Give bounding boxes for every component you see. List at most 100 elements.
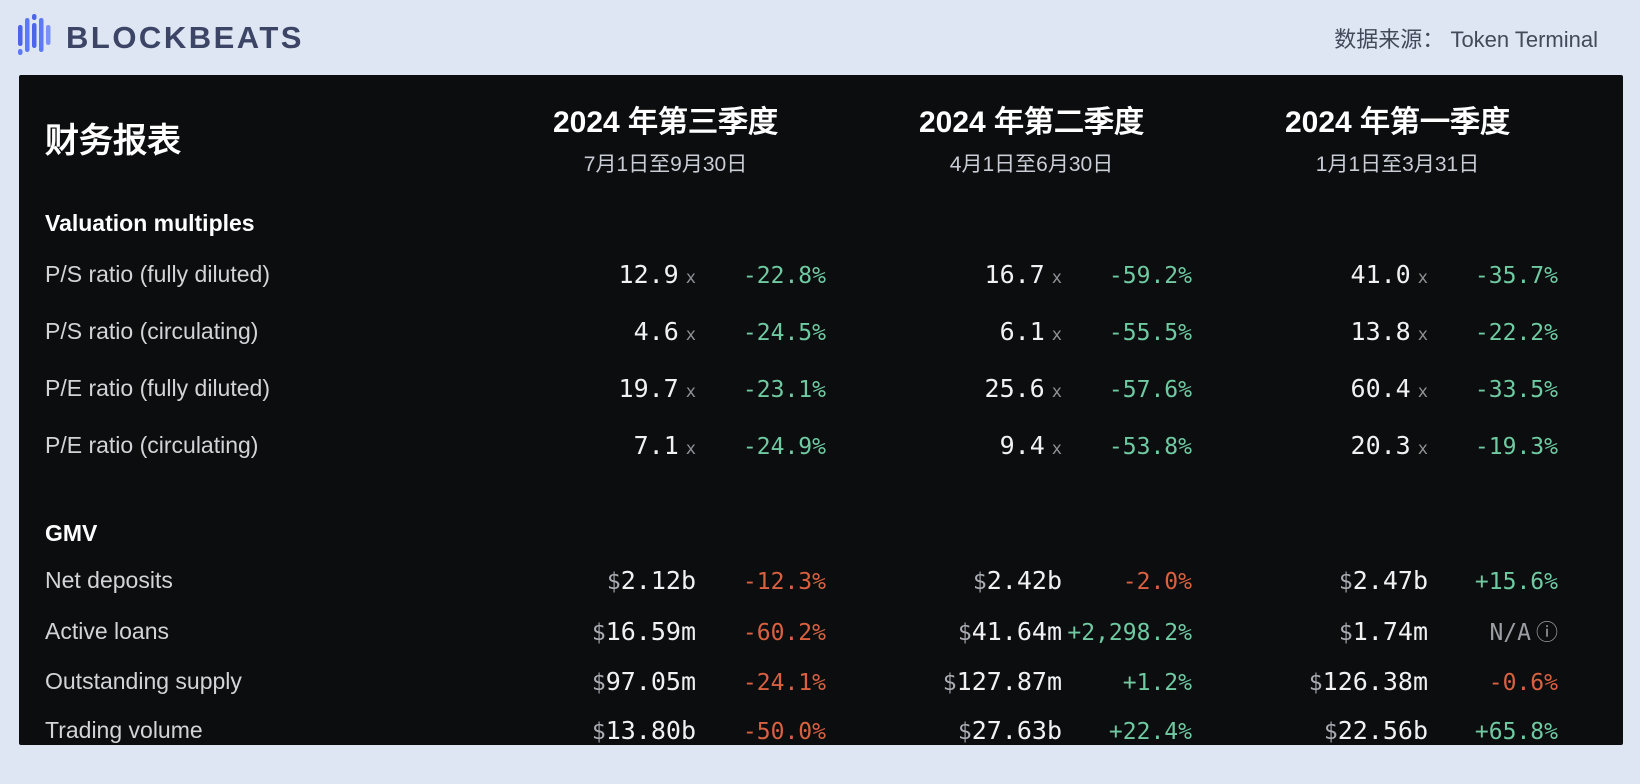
table-row: P/S ratio (fully diluted) 12.9 x -22.8% 1… [45, 246, 1558, 303]
change-percent: -23.1% [742, 377, 826, 403]
dollar-sign: $ [942, 670, 957, 696]
multiplier-suffix: x [1417, 439, 1428, 459]
quarter-date-range: 7月1日至9月30日 [583, 153, 748, 176]
quarter-cell: $127.87m +1.2% [826, 667, 1192, 696]
quarter-cell: $13.80b -50.0% [460, 716, 826, 745]
change-percent: -60.2% [742, 619, 826, 646]
multiplier-suffix: x [1417, 268, 1428, 288]
change-percent: +1.2% [1122, 670, 1192, 696]
change-percent: -24.5% [742, 320, 826, 346]
row-label: P/S ratio (circulating) [45, 318, 259, 344]
multiplier-suffix: x [1051, 325, 1062, 345]
dollar-sign: $ [606, 569, 621, 595]
table-row: Outstanding supply $97.05m -24.1% $127.8… [45, 657, 1558, 706]
quarter-cell: 25.6 x -57.6% [826, 374, 1192, 403]
dollar-sign: $ [591, 670, 606, 696]
data-source-value: Token Terminal [1450, 26, 1598, 52]
change-percent: -12.3% [742, 569, 826, 595]
dollar-sign: $ [1308, 670, 1323, 696]
quarter-cell: $27.63b +22.4% [826, 716, 1192, 745]
quarter-cell: 13.8 x -22.2% [1192, 317, 1558, 346]
change-percent: -2.0% [1122, 569, 1192, 595]
quarter-cell: 16.7 x -59.2% [826, 260, 1192, 289]
quarter-title: 2024 年第三季度 [552, 106, 779, 139]
data-source: 数据来源： Token Terminal [1334, 22, 1598, 54]
metric-value: $16.59m [591, 616, 696, 646]
change-percent: N/A ⓘ [1428, 615, 1558, 647]
quarter-date-range: 1月1日至3月31日 [1315, 153, 1480, 176]
table-row: P/E ratio (fully diluted) 19.7 x -23.1% 2… [45, 360, 1558, 417]
change-percent: -35.7% [1474, 263, 1558, 289]
change-percent: -22.2% [1474, 320, 1558, 346]
dollar-sign: $ [957, 619, 972, 646]
brand-logo: BLOCKBEATS [16, 12, 304, 63]
change-percent: +2,298.2% [1067, 619, 1192, 646]
metric-value: 4.6 x [633, 317, 696, 346]
quarter-cell: $2.47b +15.6% [1192, 566, 1558, 595]
quarter-header-q1: 2024 年第一季度 1月1日至3月31日 [1192, 97, 1558, 178]
change-percent: -59.2% [1108, 263, 1192, 289]
quarter-cell: $1.74m N/A ⓘ [1192, 615, 1558, 647]
metric-value: 7.1 x [633, 431, 696, 460]
quarter-cell: 4.6 x -24.5% [460, 317, 826, 346]
change-percent: -19.3% [1474, 434, 1558, 460]
table-row: P/S ratio (circulating) 4.6 x -24.5% 6.1 x… [45, 303, 1558, 360]
quarter-cell: 60.4 x -33.5% [1192, 374, 1558, 403]
change-percent: -22.8% [742, 263, 826, 289]
change-percent: -55.5% [1108, 320, 1192, 346]
multiplier-suffix: x [685, 325, 696, 345]
quarter-cell: $22.56b +65.8% [1192, 716, 1558, 745]
metric-value: $2.47b [1338, 566, 1428, 595]
change-percent: -24.9% [742, 434, 826, 460]
change-percent: -24.1% [742, 670, 826, 696]
info-icon[interactable]: ⓘ [1535, 621, 1558, 646]
section-title: GMV [45, 520, 98, 546]
multiplier-suffix: x [685, 439, 696, 459]
dollar-sign: $ [972, 569, 987, 595]
metric-value: $127.87m [942, 667, 1062, 696]
quarter-cell: 20.3 x -19.3% [1192, 431, 1558, 460]
metric-value: 41.0 x [1350, 260, 1428, 289]
section-title: Valuation multiples [45, 210, 255, 236]
row-label: P/E ratio (circulating) [45, 432, 259, 458]
metric-value: 13.8 x [1350, 317, 1428, 346]
quarter-cell: $97.05m -24.1% [460, 667, 826, 696]
dollar-sign: $ [1323, 719, 1338, 745]
quarter-header-q2: 2024 年第二季度 4月1日至6月30日 [826, 97, 1192, 178]
change-percent: +65.8% [1474, 719, 1558, 745]
multiplier-suffix: x [1417, 382, 1428, 402]
metric-value: $97.05m [591, 667, 696, 696]
metric-value: 60.4 x [1350, 374, 1428, 403]
metric-value: 20.3 x [1350, 431, 1428, 460]
row-label: Outstanding supply [45, 668, 242, 694]
row-label: Net deposits [45, 567, 173, 593]
row-label: Active loans [45, 617, 170, 644]
quarter-cell: 19.7 x -23.1% [460, 374, 826, 403]
change-percent: +15.6% [1474, 569, 1558, 595]
change-percent: -50.0% [742, 719, 826, 745]
metric-value: $2.42b [972, 566, 1062, 595]
change-percent: -33.5% [1474, 377, 1558, 403]
data-source-label: 数据来源： [1334, 26, 1445, 52]
quarter-cell: 9.4 x -53.8% [826, 431, 1192, 460]
metric-value: 16.7 x [984, 260, 1062, 289]
multiplier-suffix: x [1051, 439, 1062, 459]
quarter-title: 2024 年第一季度 [1284, 106, 1511, 139]
metric-value: $13.80b [591, 716, 696, 745]
table-row: Net deposits $2.12b -12.3% $2.42b -2.0% … [45, 556, 1558, 605]
dollar-sign: $ [957, 719, 972, 745]
metric-value: $126.38m [1308, 667, 1428, 696]
quarter-cell: $16.59m -60.2% [460, 617, 826, 646]
dollar-sign: $ [1338, 569, 1353, 595]
metric-value: 9.4 x [999, 431, 1062, 460]
table-header-row: 财务报表 2024 年第三季度 7月1日至9月30日 2024 年第二季度 4月… [45, 97, 1558, 178]
table-row: P/E ratio (circulating) 7.1 x -24.9% 9.4 x… [45, 417, 1558, 474]
change-percent: -53.8% [1108, 434, 1192, 460]
topbar: BLOCKBEATS 数据来源： Token Terminal [0, 0, 1640, 75]
multiplier-suffix: x [1417, 325, 1428, 345]
quarter-cell: $2.42b -2.0% [826, 566, 1192, 595]
row-label: Trading volume [45, 717, 203, 743]
brand-name: BLOCKBEATS [66, 19, 304, 55]
report-title: 财务报表 [45, 122, 181, 160]
multiplier-suffix: x [1051, 382, 1062, 402]
